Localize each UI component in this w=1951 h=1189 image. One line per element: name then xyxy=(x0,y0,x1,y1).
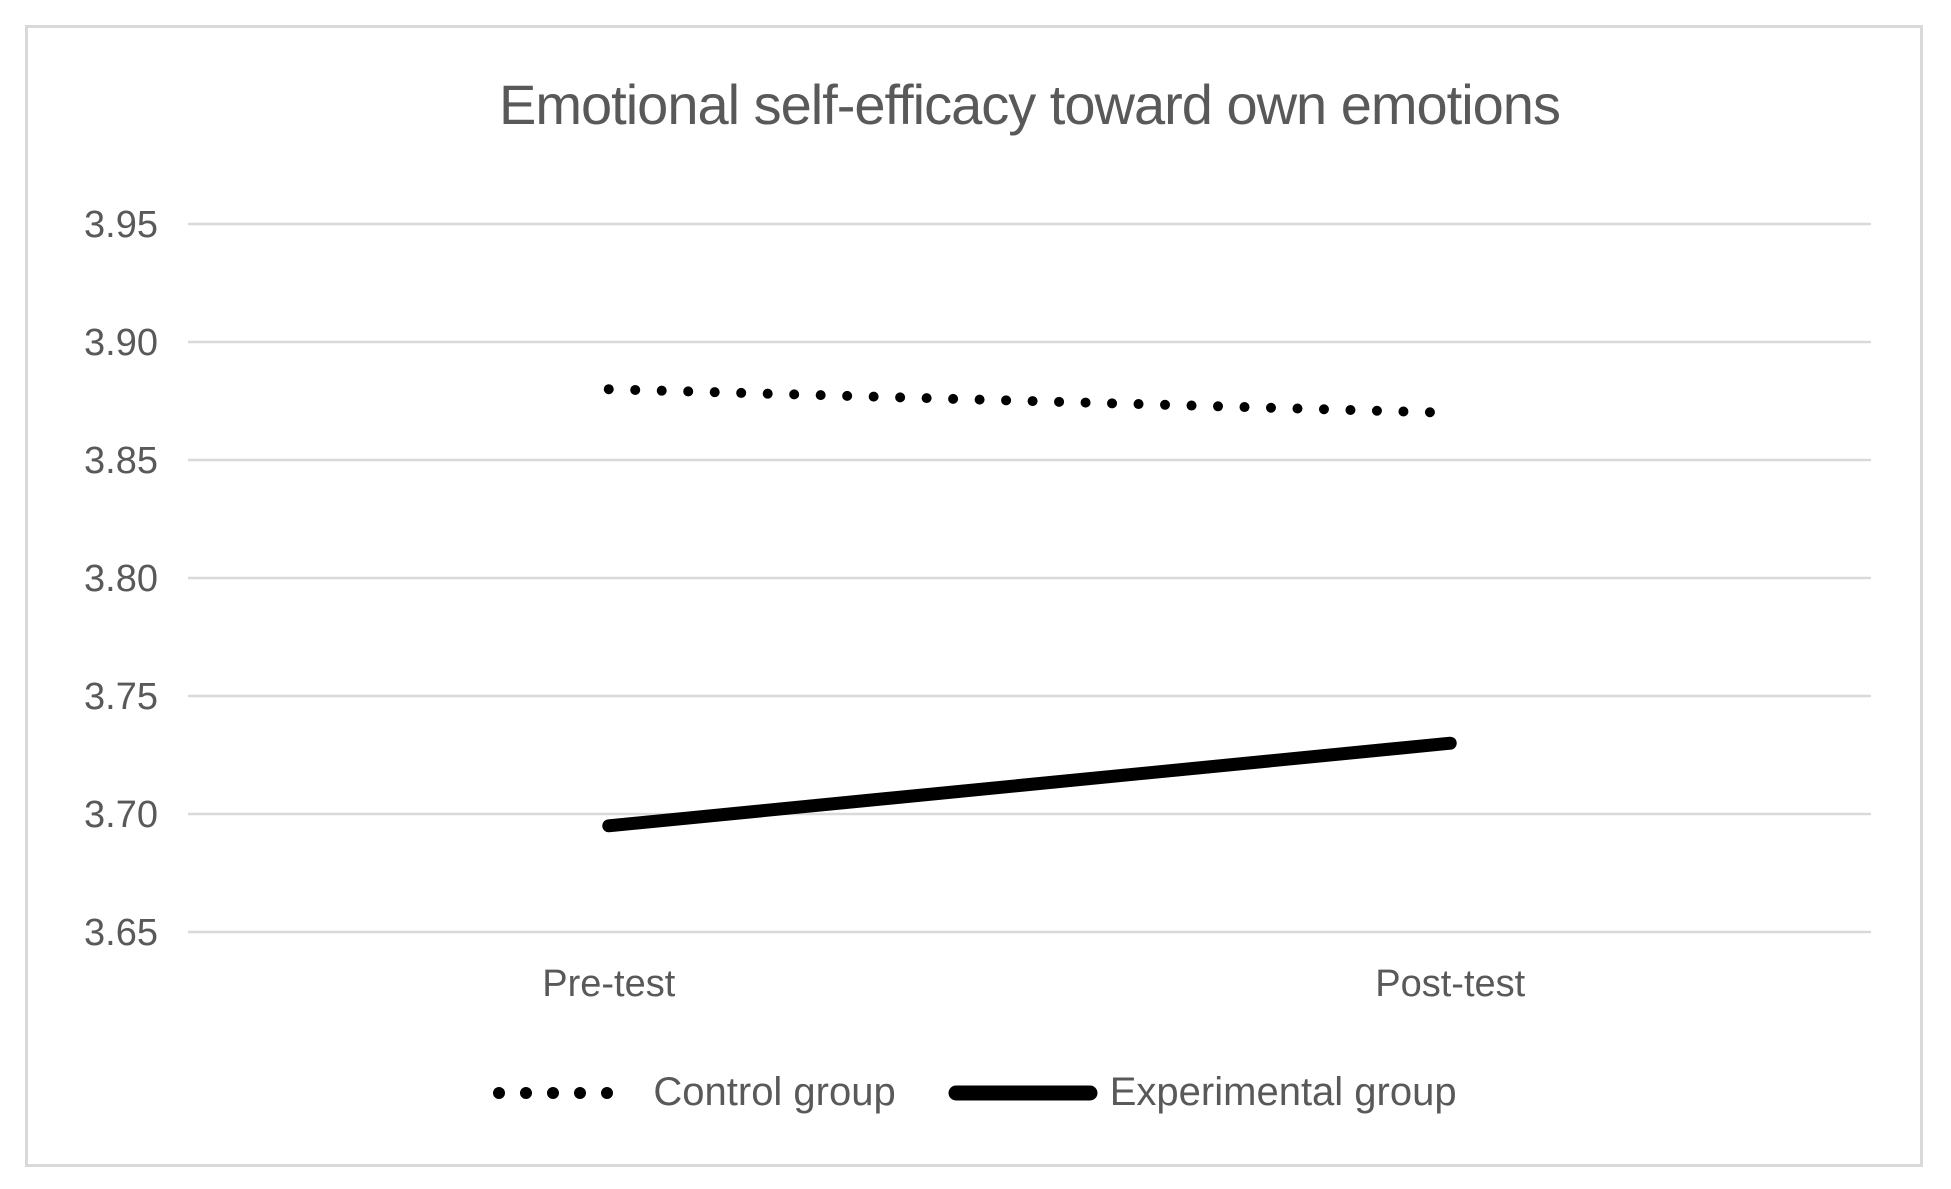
series-line-control-group xyxy=(603,384,1456,418)
chart-title: Emotional self-efficacy toward own emoti… xyxy=(499,73,1561,136)
y-tick-label: 3.65 xyxy=(84,912,158,954)
series-line-experimental-group xyxy=(602,736,1457,833)
chart-frame: Emotional self-efficacy toward own emoti… xyxy=(25,25,1923,1167)
legend-item-control-group: Control group xyxy=(491,1070,896,1115)
y-tick-label: 3.75 xyxy=(84,676,158,718)
y-tick-label: 3.95 xyxy=(84,204,158,246)
x-category-label: Post-test xyxy=(1375,963,1525,1005)
y-tick-label: 3.90 xyxy=(84,322,158,364)
dotted-line-swatch xyxy=(493,1086,640,1099)
plot-area: 3.95 3.90 3.85 3.80 3.75 3.70 3.65 Pre-test Post… xyxy=(84,204,1871,1005)
x-category-label: Pre-test xyxy=(542,963,675,1005)
y-tick-label: 3.70 xyxy=(84,794,158,836)
legend: Control group Experimental group xyxy=(28,1070,1920,1115)
y-tick-label: 3.85 xyxy=(84,440,158,482)
y-tick-label: 3.80 xyxy=(84,558,158,600)
legend-label: Experimental group xyxy=(1109,1070,1457,1114)
solid-line-swatch xyxy=(948,1085,1098,1100)
legend-label: Control group xyxy=(653,1070,896,1114)
legend-item-experimental-group: Experimental group xyxy=(948,1070,1457,1115)
